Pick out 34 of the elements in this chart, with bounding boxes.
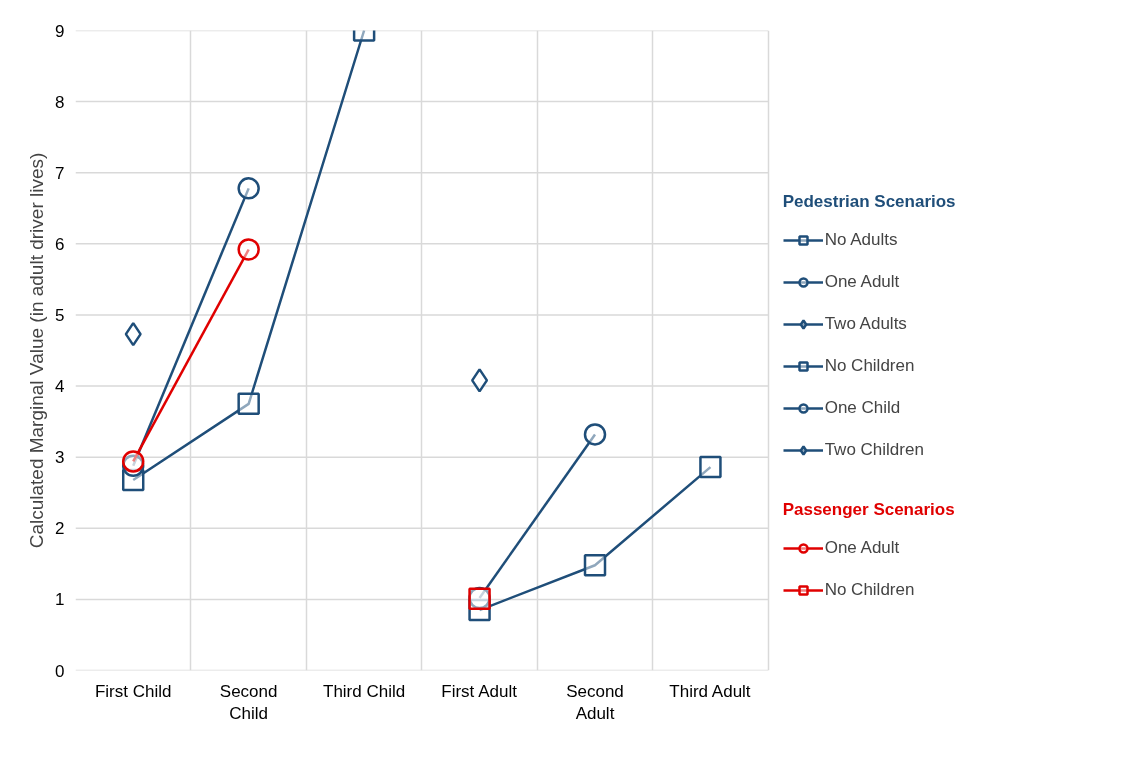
point [237, 238, 260, 261]
y-tick-label: 5 [55, 305, 65, 325]
legend-label: Two Children [824, 440, 924, 460]
legend-label: No Children [824, 580, 915, 600]
y-tick-label: 9 [55, 21, 65, 41]
point [237, 392, 260, 416]
y-tick-label: 7 [55, 163, 65, 183]
text: Passenger Scenarios [782, 500, 955, 520]
legend-label: No Adults [824, 230, 898, 250]
point [237, 177, 260, 200]
x-tick-label: First Adult [441, 681, 518, 701]
legend-label: One Adult [824, 272, 900, 292]
x-tick-label: First Child [94, 681, 172, 701]
legend-label: No Children [824, 356, 915, 376]
y-tick-label: 2 [55, 519, 65, 539]
y-tick-label: 4 [55, 377, 65, 397]
y-tick-label: 3 [55, 448, 65, 468]
point [583, 554, 607, 577]
legend-label: One Adult [824, 538, 900, 558]
y-tick-label: 6 [55, 234, 65, 254]
x-tick-label: Third Adult [669, 681, 751, 701]
point [699, 455, 722, 479]
point [583, 423, 607, 446]
legend-label: One Child [824, 398, 901, 418]
x-tick-label: Third Child [323, 681, 406, 701]
x-tick-label: Second Adult [566, 681, 624, 724]
x-tick-label: Second Child [219, 681, 278, 724]
y-tick-label: 0 [55, 661, 65, 681]
point [470, 368, 489, 393]
legend-label: Two Adults [824, 314, 907, 334]
y-tick-label: 1 [55, 590, 65, 610]
y-axis-title: Calculated Marginal Value (in adult driver lives) [26, 152, 48, 549]
y-tick-label: 8 [55, 92, 65, 112]
text: Pedestrian Scenarios [782, 192, 956, 212]
